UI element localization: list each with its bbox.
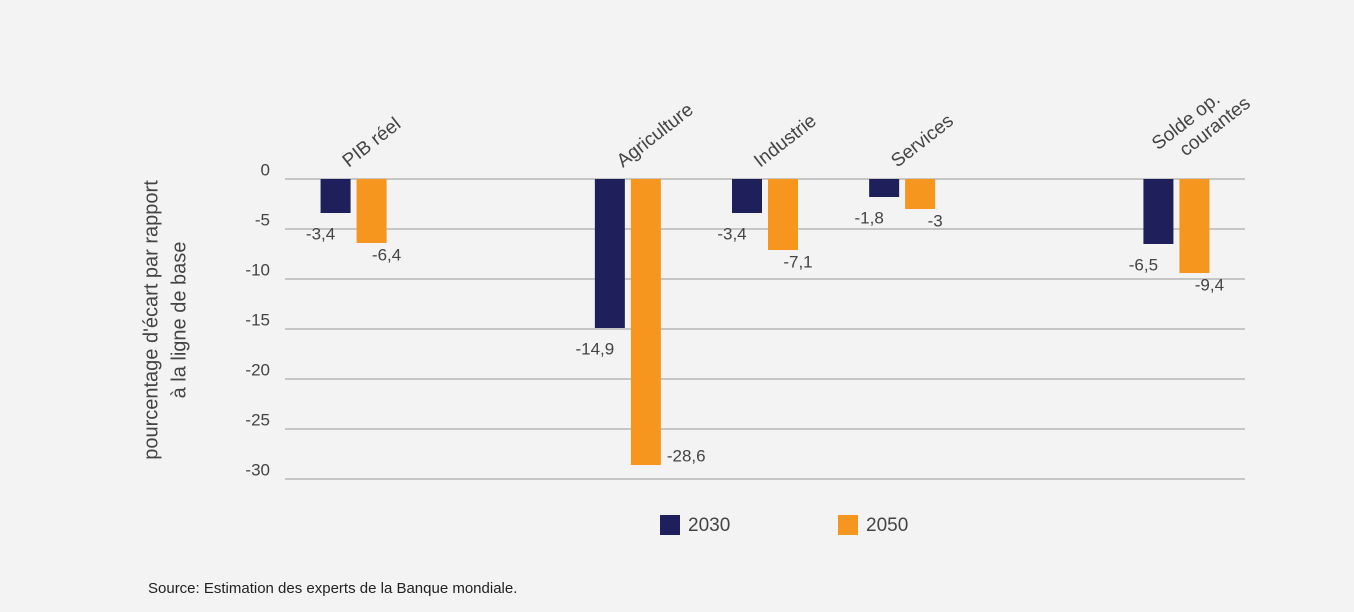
y-tick-label: -5 xyxy=(255,210,270,229)
data-label: -6,5 xyxy=(1129,255,1158,274)
data-label: -14,9 xyxy=(575,339,614,358)
y-tick-label: -30 xyxy=(245,460,270,479)
bar xyxy=(1179,179,1210,273)
data-label: -9,4 xyxy=(1195,275,1224,294)
data-label: -6,4 xyxy=(372,245,401,264)
y-axis-title: à la ligne de base xyxy=(168,242,190,399)
y-tick-label: -10 xyxy=(245,260,270,279)
legend-swatch xyxy=(660,515,680,535)
bar xyxy=(320,179,351,213)
source: Source: Estimation des experts de la Ban… xyxy=(148,580,517,597)
legend-swatch xyxy=(838,515,858,535)
bar xyxy=(732,179,762,213)
data-label: -7,1 xyxy=(783,252,812,271)
data-label: -3 xyxy=(928,211,943,230)
y-tick-label: -15 xyxy=(245,310,270,329)
data-label: -28,6 xyxy=(667,446,706,465)
y-axis-title: pourcentage d'écart par rapport xyxy=(140,180,162,460)
bar xyxy=(768,179,798,250)
legend-label: 2050 xyxy=(866,515,908,536)
y-tick-label: 0 xyxy=(261,160,270,179)
data-label: -1,8 xyxy=(854,208,883,227)
bar xyxy=(630,179,661,465)
bar xyxy=(1143,179,1174,244)
bar xyxy=(356,179,387,243)
bar xyxy=(905,179,936,209)
y-tick-label: -25 xyxy=(245,410,270,429)
y-tick-label: -20 xyxy=(245,360,270,379)
data-label: -3,4 xyxy=(717,224,746,243)
bar xyxy=(869,179,900,197)
bar xyxy=(594,179,625,328)
data-label: -3,4 xyxy=(306,224,335,243)
legend-label: 2030 xyxy=(688,515,730,536)
